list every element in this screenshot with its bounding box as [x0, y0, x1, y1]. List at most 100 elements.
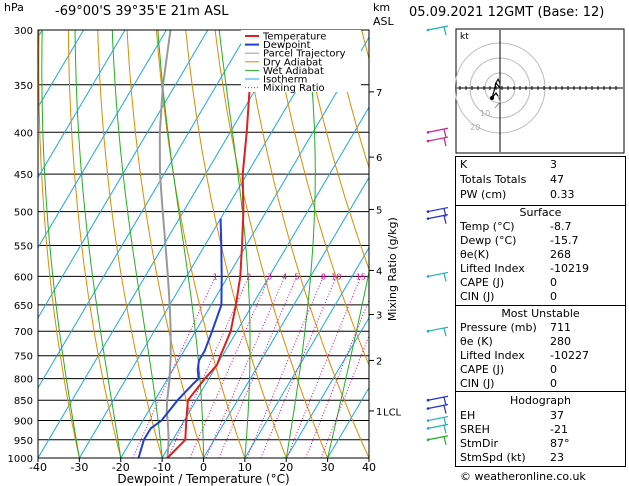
hodo-row: SREH -21: [460, 423, 621, 436]
hodo-value: 37: [550, 409, 564, 422]
index-row-totals: Totals Totals 47: [460, 173, 621, 186]
x-tick-label: -10: [153, 461, 171, 474]
hodograph-arrow: [494, 77, 501, 86]
mixing-ratio-tick-label: 10: [331, 272, 341, 281]
x-axis-label: Dewpoint / Temperature (°C): [117, 472, 289, 486]
index-label: Totals Totals: [460, 173, 527, 186]
surface-value: 268: [550, 248, 571, 261]
lcl-label: LCL: [383, 408, 402, 419]
dry-adiabat-line: [155, 30, 246, 458]
mu-row: CIN (J) 0: [460, 377, 621, 390]
height-tick-label: 2: [376, 356, 382, 367]
legend-label: Parcel Trajectory: [263, 49, 346, 60]
surface-row: CAPE (J) 0: [460, 276, 621, 289]
height-tick-label: 3: [376, 311, 382, 322]
wind-barb-base: [426, 419, 430, 422]
mu-label: Pressure (mb): [460, 321, 537, 334]
dry-adiabat-line: [214, 30, 329, 458]
dry-adiabat-line: [97, 30, 163, 458]
dry-adiabat-line: [243, 30, 369, 458]
hodo-value: -21: [550, 423, 568, 436]
wind-barb-flag: [443, 26, 447, 36]
height-tick-label: 5: [376, 205, 382, 216]
mu-label: θe (K): [460, 335, 493, 348]
wind-barb: [427, 326, 449, 332]
mixing-ratio-tick-label: 8: [321, 272, 326, 281]
wind-barb-flag: [443, 397, 447, 406]
wind-barb-flag: [443, 328, 447, 337]
hodo-value: 87°: [550, 437, 570, 450]
wind-barb-base: [426, 139, 430, 143]
isotherm-line: [285, 316, 369, 458]
wind-barb: [427, 207, 449, 213]
legend-background: [241, 30, 361, 92]
wind-barb-base: [426, 130, 430, 134]
hodograph-ring-label: 20: [470, 123, 480, 132]
pressure-tick-label: 1000: [8, 454, 33, 465]
isotherm-line: [38, 30, 85, 109]
surface-value: -15.7: [550, 234, 579, 247]
height-unit-asl-label: ASL: [373, 15, 394, 28]
pressure-tick-label: 500: [14, 208, 33, 219]
dry-adiabat-line: [273, 30, 369, 367]
dewpoint-profile: [137, 218, 223, 458]
hodograph-trace-upper: [494, 95, 501, 109]
wind-barb-flag: [443, 405, 447, 414]
mu-value: 0: [550, 363, 557, 376]
pressure-tick-label: 950: [14, 436, 33, 447]
hodo-label: EH: [460, 409, 476, 422]
wind-barb: [427, 136, 449, 142]
surface-value: 0: [550, 276, 557, 289]
mixing-ratio-tick-label: 15: [356, 272, 366, 281]
mu-label: Lifted Index: [460, 349, 525, 362]
mixing-ratio-tick-label: 3: [267, 272, 272, 281]
index-value: 3: [550, 158, 557, 171]
wind-barb-flag: [443, 129, 447, 138]
legend-label: Dry Adiabat: [263, 57, 322, 68]
datetime-title: 05.09.2021 12GMT (Base: 12): [409, 5, 605, 20]
pressure-tick-label: 650: [14, 301, 33, 312]
wind-barb: [427, 423, 449, 429]
mixing-ratio-line: [246, 276, 324, 458]
pressure-tick-label: 800: [14, 375, 33, 386]
x-tick-label: 0: [200, 461, 207, 474]
isotherm-line: [38, 30, 167, 249]
x-tick-label: 40: [362, 461, 376, 474]
surface-value: -10219: [550, 262, 589, 275]
pressure-tick-label: 850: [14, 396, 33, 407]
wind-barb-flag: [443, 417, 447, 426]
wind-barb-base: [426, 398, 430, 402]
pressure-tick-label: 350: [14, 81, 33, 92]
dry-adiabat-line: [126, 30, 204, 458]
surface-value: -8.7: [550, 220, 572, 233]
legend-label: Dewpoint: [263, 40, 311, 51]
stability-panel: K 3 Totals Totals 47 PW (cm) 0.33 Surfac…: [455, 156, 626, 467]
wind-barb-base: [426, 210, 430, 213]
wind-barb-flag: [443, 436, 447, 445]
isotherm-line: [78, 30, 333, 458]
index-label: PW (cm): [460, 188, 507, 201]
mu-value: 711: [550, 321, 571, 334]
temperature-profile: [166, 30, 263, 458]
height-tick-label: 1: [376, 407, 382, 418]
height-tick-label: 6: [376, 153, 382, 164]
location-title: -69°00'S 39°35'E 21m ASL: [55, 4, 229, 19]
isotherm-line: [203, 176, 369, 458]
surface-label: θe(K): [460, 248, 490, 261]
surface-row: Lifted Index -10219: [460, 262, 621, 275]
pressure-tick-label: 900: [14, 417, 33, 428]
pressure-tick-label: 400: [14, 128, 33, 139]
wind-barb: [427, 127, 449, 133]
most-unstable-title: Most Unstable: [501, 307, 580, 320]
legend-label: Temperature: [262, 32, 326, 43]
isotherm-line: [38, 30, 126, 179]
mixing-ratio-axis-label: Mixing Ratio (g/kg): [386, 217, 399, 321]
pressure-tick-label: 750: [14, 352, 33, 363]
mixing-ratio-tick-label: 2: [246, 272, 251, 281]
mu-row: Pressure (mb) 711: [460, 321, 621, 334]
parcel-trajectory: [158, 30, 172, 458]
surface-row: CIN (J) 0: [460, 290, 621, 303]
x-tick-label: 20: [279, 461, 293, 474]
surface-box: Surface Temp (°C) -8.7 Dewp (°C) -15.7 θ…: [455, 205, 626, 307]
